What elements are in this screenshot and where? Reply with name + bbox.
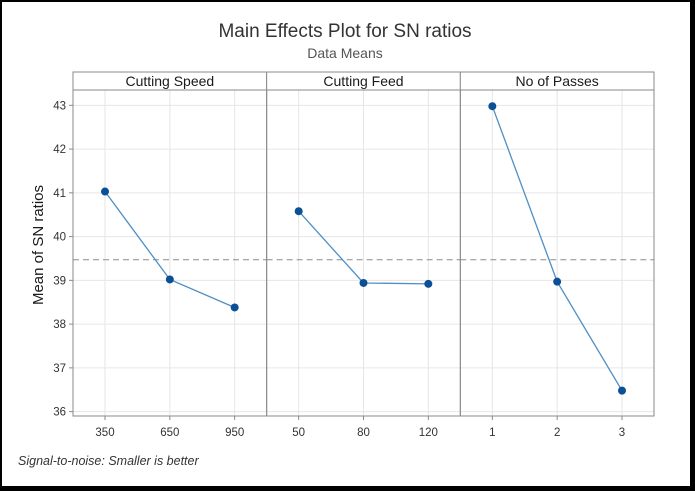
x-tick-label: 950 — [225, 427, 244, 439]
data-point — [424, 279, 433, 288]
data-point — [230, 303, 239, 312]
y-tick-label: 37 — [53, 363, 66, 375]
data-point — [553, 277, 562, 286]
y-tick-label: 40 — [53, 232, 66, 244]
panel-title: No of Passes — [516, 73, 599, 89]
x-tick-label: 120 — [419, 427, 438, 439]
y-tick-label: 42 — [53, 144, 66, 156]
x-tick-label: 2 — [554, 427, 560, 439]
x-tick-label: 80 — [357, 427, 370, 439]
y-tick-label: 39 — [53, 275, 66, 287]
footnote: Signal-to-noise: Smaller is better — [18, 454, 199, 468]
x-tick-label: 350 — [95, 427, 114, 439]
figure-canvas: Main Effects Plot for SN ratios Data Mea… — [2, 2, 690, 486]
x-tick-label: 3 — [619, 427, 625, 439]
data-point — [618, 386, 626, 395]
chart-title: Main Effects Plot for SN ratios — [218, 21, 471, 42]
chart-subtitle: Data Means — [307, 45, 382, 61]
x-tick-label: 1 — [489, 427, 495, 439]
x-tick-label: 50 — [292, 427, 305, 439]
data-point — [101, 187, 109, 196]
data-point — [165, 275, 174, 284]
data-point — [488, 102, 497, 111]
y-tick-label: 43 — [53, 100, 66, 112]
panel-title: Cutting Feed — [323, 73, 403, 89]
y-tick-label: 36 — [53, 407, 66, 419]
y-tick-label: 38 — [53, 319, 66, 331]
panel-title: Cutting Speed — [125, 73, 214, 89]
x-tick-label: 650 — [160, 427, 179, 439]
data-point — [359, 278, 368, 287]
main-effects-chart: Main Effects Plot for SN ratios Data Mea… — [18, 21, 655, 468]
data-point — [294, 207, 303, 216]
y-tick-label: 41 — [53, 188, 66, 200]
y-axis-label: Mean of SN ratios — [30, 185, 47, 305]
